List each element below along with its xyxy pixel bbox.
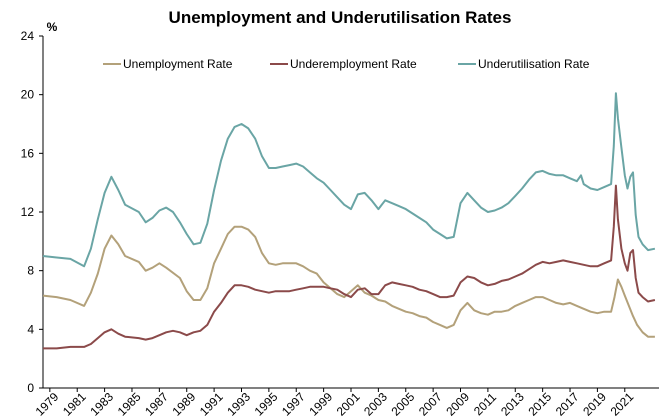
x-tick-label: 2015 <box>525 390 554 419</box>
y-tick-label: 24 <box>21 29 35 43</box>
y-tick-label: 8 <box>27 264 34 278</box>
series-line-underemployment-rate <box>43 184 656 350</box>
legend-label: Underemployment Rate <box>290 57 417 71</box>
y-axis-unit: % <box>47 20 58 34</box>
x-tick-label: 1995 <box>252 390 281 419</box>
legend-label: Underutilisation Rate <box>478 57 590 71</box>
legend: Unemployment Rate Underemployment Rate Und… <box>103 57 590 71</box>
x-tick-label: 1985 <box>115 390 144 419</box>
x-tick-label: 1987 <box>142 390 171 419</box>
x-tick-label: 2009 <box>443 390 472 419</box>
series-line-unemployment-rate <box>42 225 655 338</box>
x-tick-label: 2021 <box>608 390 637 419</box>
y-tick-label: 20 <box>21 88 35 102</box>
chart-title: Unemployment and Underutilisation Rates <box>169 8 512 27</box>
x-tick-label: 1999 <box>306 390 335 419</box>
x-tick-label: 1997 <box>279 390 308 419</box>
x-tick-label: 2003 <box>361 390 390 419</box>
y-tick-label: 16 <box>21 146 35 160</box>
y-tick-label: 0 <box>27 381 34 395</box>
x-tick-label: 2017 <box>553 390 582 419</box>
x-tick-label: 1983 <box>87 390 116 419</box>
series-line-underutilisation-rate <box>42 92 656 268</box>
y-tick-label: 4 <box>27 322 34 336</box>
legend-label: Unemployment Rate <box>123 57 233 71</box>
x-tick-label: 2013 <box>498 390 527 419</box>
x-tick-label: 2011 <box>471 390 499 418</box>
x-tick-label: 2019 <box>580 390 609 419</box>
x-tick-label: 2005 <box>389 390 418 419</box>
series-layer <box>42 92 656 350</box>
x-tick-label: 1989 <box>170 390 199 419</box>
x-tick-label: 1981 <box>60 390 89 419</box>
x-tick-label: 2001 <box>334 390 363 419</box>
x-tick-label: 1979 <box>33 390 62 419</box>
x-tick-label: 1991 <box>197 390 226 419</box>
y-tick-label: 12 <box>21 205 35 219</box>
x-tick-label: 1993 <box>224 390 253 419</box>
axes: 0481216202419791981198319851987198919911… <box>21 29 659 419</box>
x-tick-label: 2007 <box>416 390 445 419</box>
